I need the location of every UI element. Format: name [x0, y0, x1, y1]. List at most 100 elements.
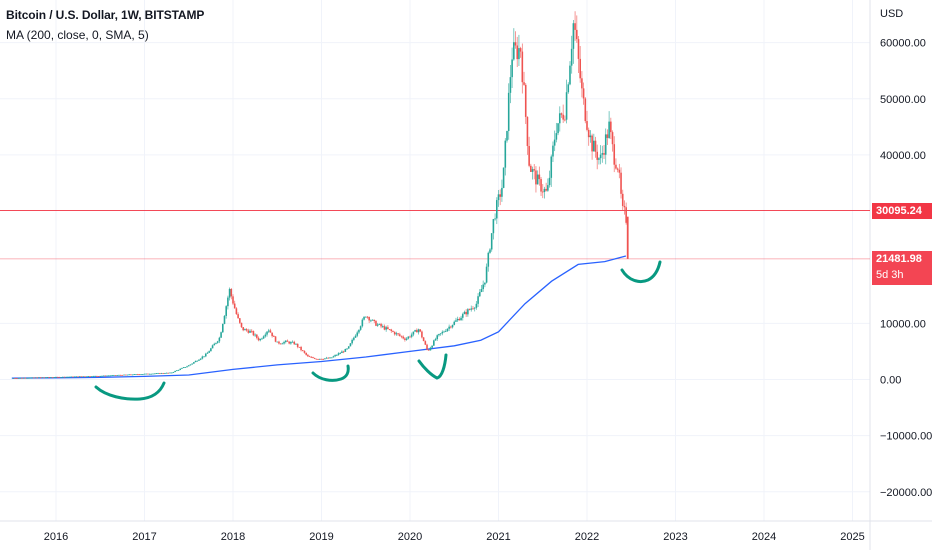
candle-body — [317, 358, 319, 360]
candle-body — [186, 366, 188, 368]
candle-body — [610, 121, 612, 133]
indicator-legend[interactable]: MA (200, close, 0, SMA, 5) — [6, 28, 149, 42]
candle-body — [330, 357, 333, 359]
candle-body — [361, 319, 364, 327]
candle-body — [140, 374, 142, 375]
candle-body — [570, 48, 573, 66]
candle-body — [506, 130, 508, 141]
candle-body — [499, 194, 502, 197]
candle-body — [341, 351, 343, 354]
candle-body — [271, 332, 273, 337]
candle-body — [109, 375, 112, 377]
candle-body — [136, 374, 139, 375]
candle-body — [34, 377, 37, 379]
candle-body — [448, 326, 450, 329]
candle-body — [392, 330, 394, 332]
candle-body — [455, 320, 457, 322]
chart-title[interactable]: Bitcoin / U.S. Dollar, 1W, BITSTAMP — [6, 8, 205, 22]
last-price-tag: 21481.98 5d 3h — [872, 250, 932, 285]
candle-body — [351, 339, 353, 344]
candle-body — [79, 376, 81, 378]
candle-body — [250, 330, 253, 332]
annotation-curve-1 — [94, 381, 166, 401]
candle-body — [381, 326, 384, 328]
candle-body — [523, 82, 525, 85]
candle-body — [135, 374, 137, 375]
candle-body — [424, 341, 427, 345]
candle-body — [516, 45, 519, 60]
candle-body — [565, 92, 568, 120]
time-tick-label: 2017 — [132, 531, 156, 543]
candle-body — [485, 266, 488, 283]
candle-body — [511, 59, 513, 78]
candle-body — [210, 348, 212, 352]
candle-body — [221, 323, 224, 333]
candle-body — [239, 318, 241, 323]
candle-body — [184, 367, 187, 368]
price-tick-label: −10000.00 — [880, 431, 932, 443]
candle-body — [172, 371, 175, 373]
candle-body — [247, 330, 250, 333]
price-axis[interactable]: USD 60000.00 50000.00 40000.00 10000.00 0.00 −… — [880, 8, 932, 499]
candle-body — [70, 376, 73, 378]
price-candles — [12, 11, 629, 379]
candle-body — [16, 378, 18, 379]
candle-body — [599, 154, 602, 159]
candle-body — [582, 88, 585, 99]
candle-body — [586, 121, 588, 130]
candle-body — [404, 338, 406, 340]
candle-body — [87, 376, 90, 377]
candle-body — [584, 98, 587, 122]
candle-last — [626, 216, 629, 259]
candle-body — [620, 172, 622, 194]
candle-body — [196, 360, 199, 362]
candle-body — [569, 65, 571, 85]
candle-body — [41, 377, 44, 379]
candle-body — [128, 374, 130, 376]
candle-body — [363, 316, 365, 320]
candle-body — [398, 334, 401, 336]
candle-body — [152, 373, 154, 375]
candle-body — [26, 377, 28, 379]
candle-body — [375, 321, 377, 326]
candle-body — [545, 188, 547, 191]
time-axis[interactable]: 2016 2017 2018 2019 2020 2021 2022 2023 2024 2025 — [44, 531, 865, 543]
candle-body — [393, 331, 396, 335]
candle-body — [431, 345, 433, 348]
candle-body — [283, 341, 285, 344]
candle-body — [419, 329, 422, 332]
candle-body — [141, 374, 144, 375]
candle-body — [376, 324, 379, 326]
candle-body — [315, 358, 318, 360]
candle-body — [320, 358, 323, 360]
candle-body — [39, 377, 42, 379]
candle-body — [92, 375, 95, 377]
candle-body — [535, 170, 537, 185]
candle-body — [147, 373, 149, 375]
candle-body — [232, 296, 234, 304]
candle-body — [170, 372, 173, 374]
candle-body — [468, 309, 471, 311]
candle-body — [438, 333, 440, 336]
candle-body — [56, 376, 59, 378]
candle-body — [380, 323, 382, 327]
candle-body — [111, 375, 113, 377]
candle-body — [198, 359, 200, 361]
candle-body — [167, 372, 170, 374]
candle-body — [427, 349, 430, 351]
candle-body — [524, 84, 527, 117]
candle-body — [218, 337, 221, 342]
candle-body — [482, 284, 484, 290]
time-tick-label: 2025 — [840, 531, 864, 543]
candle-body — [31, 377, 33, 379]
candle-body — [443, 331, 445, 333]
candle-body — [519, 48, 522, 52]
candle-body — [77, 376, 79, 378]
candle-body — [492, 219, 495, 234]
candle-body — [242, 327, 245, 331]
candle-body — [303, 350, 306, 353]
ma-line — [11, 255, 627, 379]
candle-body — [336, 354, 338, 356]
candle-body — [267, 330, 270, 332]
